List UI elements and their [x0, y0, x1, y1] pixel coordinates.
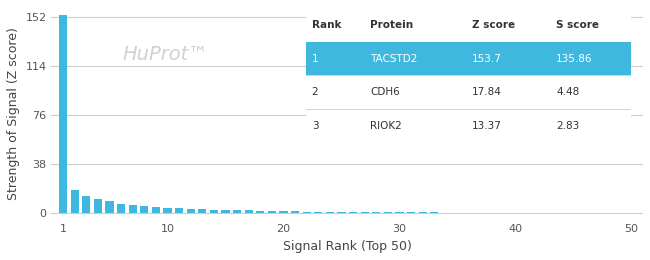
Text: Z score: Z score — [472, 20, 515, 30]
Y-axis label: Strength of Signal (Z score): Strength of Signal (Z score) — [7, 27, 20, 200]
Bar — [268, 211, 276, 213]
Text: CDH6: CDH6 — [370, 87, 400, 97]
Bar — [152, 207, 160, 213]
Bar — [187, 209, 195, 213]
Bar — [314, 212, 322, 213]
Bar — [306, 42, 630, 75]
Text: 13.37: 13.37 — [472, 121, 502, 131]
Bar — [71, 190, 79, 213]
Text: 2: 2 — [312, 87, 318, 97]
Bar — [117, 204, 125, 213]
Bar — [175, 208, 183, 213]
Text: S score: S score — [556, 20, 599, 30]
Bar — [140, 206, 148, 213]
Bar — [291, 211, 299, 213]
Bar — [82, 196, 90, 213]
Bar — [395, 212, 404, 213]
Bar — [384, 212, 392, 213]
Text: 2.83: 2.83 — [556, 121, 579, 131]
Bar — [337, 212, 346, 213]
Bar — [163, 208, 172, 213]
Bar — [430, 212, 438, 213]
Bar — [303, 212, 311, 213]
Bar — [198, 209, 206, 213]
Bar — [306, 75, 630, 109]
Text: RIOK2: RIOK2 — [370, 121, 402, 131]
Text: 3: 3 — [312, 121, 318, 131]
Bar — [94, 199, 102, 213]
X-axis label: Signal Rank (Top 50): Signal Rank (Top 50) — [283, 240, 411, 253]
Text: 153.7: 153.7 — [472, 54, 502, 63]
Bar — [361, 212, 369, 213]
Text: Rank: Rank — [312, 20, 341, 30]
Text: HuProt™: HuProt™ — [122, 45, 208, 64]
Bar — [306, 8, 630, 42]
Bar — [244, 211, 253, 213]
Bar — [349, 212, 357, 213]
Bar — [210, 210, 218, 213]
Bar — [326, 212, 334, 213]
Text: TACSTD2: TACSTD2 — [370, 54, 417, 63]
Bar — [256, 211, 265, 213]
Bar — [407, 212, 415, 213]
Text: 17.84: 17.84 — [472, 87, 502, 97]
Bar — [419, 212, 427, 213]
Bar — [306, 109, 630, 143]
Bar — [372, 212, 380, 213]
Bar — [129, 205, 136, 213]
Bar — [222, 210, 229, 213]
Text: Protein: Protein — [370, 20, 413, 30]
Bar — [59, 15, 67, 213]
Bar — [280, 211, 287, 213]
Text: 4.48: 4.48 — [556, 87, 579, 97]
Bar — [442, 212, 450, 213]
Text: 1: 1 — [312, 54, 318, 63]
Text: 135.86: 135.86 — [556, 54, 593, 63]
Bar — [233, 210, 241, 213]
Bar — [105, 202, 114, 213]
